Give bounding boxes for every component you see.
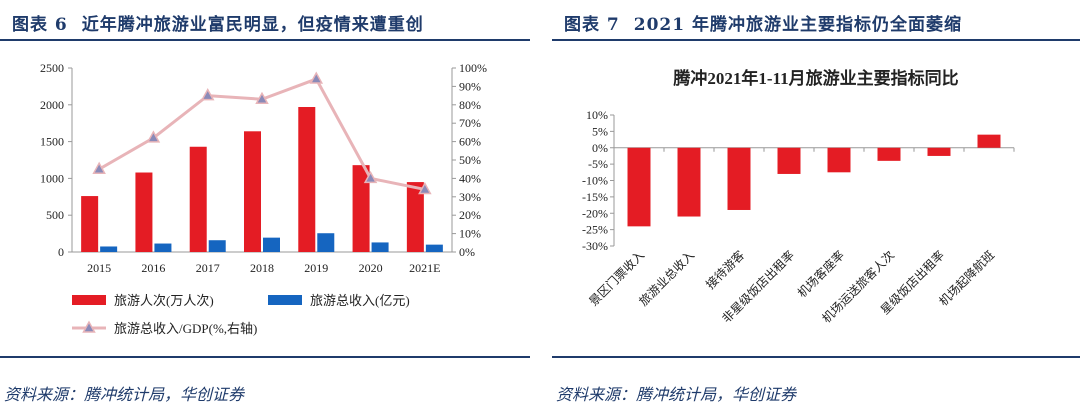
yoy-bar [827, 147, 851, 173]
figure-7-title: 图表 7 2021 年腾冲旅游业主要指标仍全面萎缩 [564, 10, 962, 35]
y2-tick-label: 90% [459, 79, 481, 93]
bar-visitors [244, 131, 261, 252]
yoy-bar [927, 147, 951, 156]
x-tick-label: 2017 [196, 261, 220, 275]
y2-tick-label: 50% [459, 153, 481, 167]
gdp-ratio-marker [255, 91, 269, 105]
gdp-ratio-marker [200, 88, 215, 101]
y2-tick-label: 0% [459, 245, 475, 259]
yoy-bar [627, 147, 651, 227]
y-tick-label: -10% [582, 174, 608, 188]
y-tick-label: 2000 [40, 98, 64, 112]
bar-revenue [100, 246, 118, 252]
figure-6-label: 图表 6 [12, 15, 68, 35]
y-tick-label: 10% [586, 108, 608, 122]
bar-revenue [263, 237, 280, 252]
y2-tick-label: 60% [459, 135, 481, 149]
x-tick-label: 2020 [359, 261, 383, 275]
y-tick-label: -20% [582, 206, 608, 220]
legend-swatch [72, 295, 106, 305]
gdp-ratio-marker [418, 181, 432, 195]
chart-title: 腾冲2021年1-11月旅游业主要指标同比 [673, 68, 958, 88]
figure-7-source: 资料来源：腾冲统计局，华创证券 [556, 385, 797, 404]
legend-label: 旅游人次(万人次) [114, 293, 214, 308]
gdp-ratio-marker [309, 71, 324, 84]
x-tick-label: 2016 [141, 261, 165, 275]
bar-visitors [406, 182, 424, 252]
bar-visitors [298, 107, 316, 253]
bar-revenue [154, 243, 172, 252]
figure-6-title: 图表 6 近年腾冲旅游业富民明显，但疫情来遭重创 [12, 10, 424, 35]
yoy-bar [977, 134, 1001, 148]
y-tick-label: 0 [58, 245, 64, 259]
legend-swatch [268, 295, 302, 305]
bar-visitors [189, 146, 207, 252]
y-tick-label: -15% [582, 190, 608, 204]
yoy-bar [727, 147, 751, 210]
y-tick-label: 500 [46, 208, 64, 222]
legend-label: 旅游总收入/GDP(%,右轴) [114, 321, 257, 336]
figure-6-top-rule [0, 39, 530, 41]
bar-visitors [352, 165, 370, 252]
gdp-ratio-marker [363, 170, 378, 184]
yoy-bar [877, 147, 901, 161]
figure-7-label: 图表 7 [564, 15, 620, 35]
y2-tick-label: 80% [459, 98, 481, 112]
legend-label: 旅游总收入(亿元) [310, 293, 410, 308]
bar-revenue [425, 244, 443, 252]
gdp-ratio-marker [146, 130, 161, 143]
figure-7-title-text: 2021 年腾冲旅游业主要指标仍全面萎缩 [633, 15, 962, 35]
figure-6-source: 资料来源：腾冲统计局，华创证券 [4, 385, 245, 404]
figure-6-title-text: 近年腾冲旅游业富民明显，但疫情来遭重创 [81, 15, 424, 35]
x-tick-label: 接待游客 [703, 247, 748, 292]
bar-revenue [317, 233, 335, 252]
gdp-ratio-marker [92, 161, 106, 174]
y-tick-label: 0% [592, 141, 608, 155]
y-tick-label: 1000 [40, 171, 64, 185]
x-tick-label: 2019 [304, 261, 328, 275]
figure-7-top-rule [552, 39, 1080, 41]
y2-tick-label: 40% [459, 171, 481, 185]
y-tick-label: -5% [588, 157, 608, 171]
x-tick-label: 2018 [250, 261, 274, 275]
y2-tick-label: 70% [459, 116, 481, 130]
indicator-yoy-chart: 腾冲2021年1-11月旅游业主要指标同比 10% 5% 0% -5% -10% -15% -… [582, 68, 1015, 326]
x-tick-label: 2021E [409, 261, 440, 275]
x-tick-label: 机场客座率 [794, 247, 847, 300]
figure-7-bottom-rule [552, 356, 1080, 358]
y-tick-label: 2500 [40, 61, 64, 75]
yoy-bar [777, 147, 801, 174]
figure-6-panel: 图表 6 近年腾冲旅游业富民明显，但疫情来遭重创 0 500 1000 1500 2000… [0, 0, 530, 418]
y2-tick-label: 30% [459, 190, 481, 204]
bar-visitors [135, 172, 153, 252]
tourism-combo-chart: 0 500 1000 1500 2000 2500 0% 10% 20% 30% 40% 50% 60%… [40, 61, 487, 336]
bar-revenue [208, 240, 226, 252]
figure-6-bottom-rule [0, 356, 530, 358]
y2-tick-label: 100% [459, 61, 487, 75]
x-tick-label: 2015 [87, 261, 111, 275]
y-tick-label: 5% [592, 124, 608, 138]
bar-visitors [81, 196, 99, 252]
y2-tick-label: 10% [459, 227, 481, 241]
y-tick-label: -30% [582, 239, 608, 253]
y2-tick-label: 20% [459, 208, 481, 222]
yoy-bar [677, 147, 701, 217]
y-tick-label: -25% [582, 223, 608, 237]
bar-revenue [371, 242, 389, 252]
figure-7-panel: 图表 7 2021 年腾冲旅游业主要指标仍全面萎缩 腾冲2021年1-11月旅游业… [552, 0, 1080, 418]
legend-swatch-marker [82, 320, 96, 333]
y-tick-label: 1500 [40, 135, 64, 149]
